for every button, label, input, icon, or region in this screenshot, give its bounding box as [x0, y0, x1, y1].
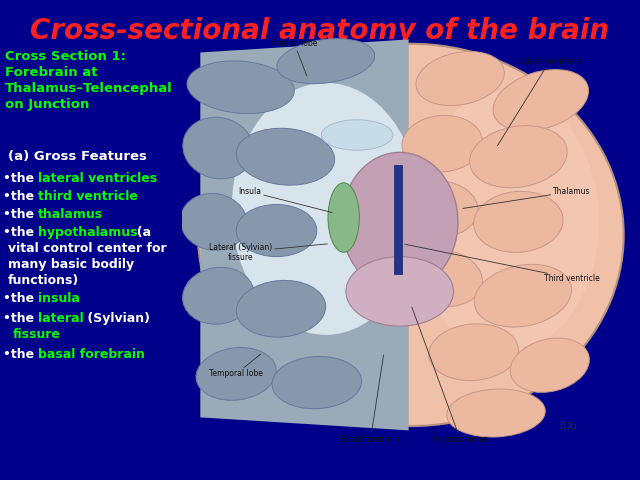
Text: Frontal lobe: Frontal lobe — [272, 39, 317, 76]
FancyBboxPatch shape — [394, 166, 402, 274]
Polygon shape — [200, 39, 408, 431]
Ellipse shape — [272, 357, 362, 409]
Text: Thalamus: Thalamus — [463, 187, 591, 208]
Ellipse shape — [342, 152, 458, 291]
Ellipse shape — [346, 257, 453, 326]
Ellipse shape — [183, 117, 253, 179]
Text: •the: •the — [3, 292, 38, 305]
Text: lateral ventricles: lateral ventricles — [38, 172, 157, 185]
Text: hypothalamus: hypothalamus — [38, 226, 138, 239]
Text: Lateral (Sylvian)
fissure: Lateral (Sylvian) fissure — [209, 242, 328, 262]
Ellipse shape — [232, 83, 420, 335]
Text: •the: •the — [3, 172, 38, 185]
Text: fissure: fissure — [13, 328, 61, 341]
Ellipse shape — [402, 250, 483, 307]
Ellipse shape — [470, 126, 567, 188]
Ellipse shape — [180, 193, 247, 250]
Ellipse shape — [429, 324, 518, 381]
Ellipse shape — [277, 38, 374, 84]
Ellipse shape — [198, 44, 623, 426]
Text: Cross Section 1:
Forebrain at
Thalamus–Telencephal
on Junction: Cross Section 1: Forebrain at Thalamus–T… — [5, 50, 173, 111]
Ellipse shape — [236, 128, 335, 185]
Ellipse shape — [447, 389, 545, 437]
Text: Insula: Insula — [238, 187, 332, 213]
Text: Third ventricle: Third ventricle — [404, 244, 600, 283]
Text: •the: •the — [3, 348, 38, 361]
Ellipse shape — [416, 51, 504, 106]
Text: •the: •the — [3, 190, 38, 203]
Ellipse shape — [402, 115, 483, 172]
Ellipse shape — [236, 204, 317, 257]
Text: •the: •the — [3, 226, 38, 239]
Ellipse shape — [236, 280, 326, 337]
Text: Cross-sectional anatomy of the brain: Cross-sectional anatomy of the brain — [31, 17, 609, 45]
Text: Temporal lobe: Temporal lobe — [209, 354, 263, 378]
Ellipse shape — [397, 180, 478, 237]
Ellipse shape — [474, 264, 572, 327]
Text: insula: insula — [38, 292, 80, 305]
Text: Lateral ventricle: Lateral ventricle — [497, 57, 581, 145]
Text: •the: •the — [3, 208, 38, 221]
Ellipse shape — [411, 92, 599, 352]
Text: third ventricle: third ventricle — [38, 190, 138, 203]
Text: (Sylvian): (Sylvian) — [83, 312, 150, 325]
Text: thalamus: thalamus — [38, 208, 103, 221]
Ellipse shape — [182, 267, 254, 324]
Text: basal forebrain: basal forebrain — [38, 348, 145, 361]
Text: (a) Gross Features: (a) Gross Features — [8, 150, 147, 163]
Ellipse shape — [474, 192, 563, 252]
Ellipse shape — [321, 120, 393, 150]
Ellipse shape — [328, 183, 360, 252]
Ellipse shape — [196, 348, 276, 400]
Text: many basic bodily: many basic bodily — [8, 258, 134, 271]
Text: •the: •the — [3, 312, 38, 325]
Ellipse shape — [187, 61, 294, 114]
Ellipse shape — [510, 338, 589, 392]
Text: functions): functions) — [8, 274, 79, 287]
Text: Hypothalamus: Hypothalamus — [412, 307, 488, 444]
Text: (a: (a — [128, 226, 151, 239]
Text: (1X): (1X) — [559, 421, 577, 431]
Ellipse shape — [493, 70, 589, 131]
Text: Basal forebrain: Basal forebrain — [341, 355, 400, 444]
Text: lateral: lateral — [38, 312, 84, 325]
Text: vital control center for: vital control center for — [8, 242, 166, 255]
